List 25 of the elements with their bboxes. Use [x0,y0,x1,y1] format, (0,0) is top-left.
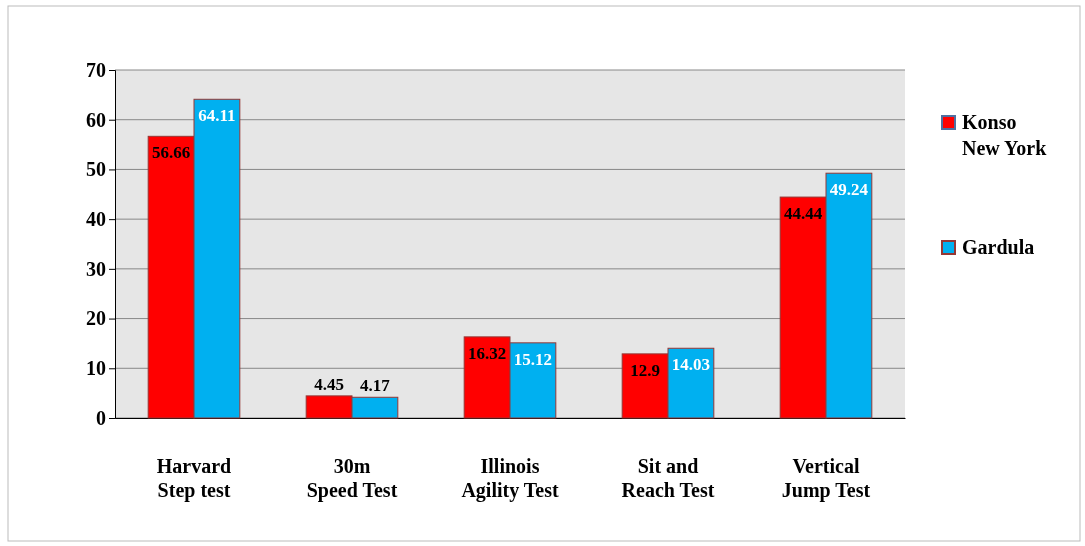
y-tick-label: 50 [86,158,106,181]
data-label: 56.66 [151,143,191,163]
x-tick-label: 30m Speed Test [306,455,398,502]
data-label: 64.11 [198,106,236,126]
data-label: 12.9 [630,360,660,380]
data-label: 44.44 [783,204,823,224]
x-tick-label: Vertical Jump Test [781,455,871,502]
legend-label: Konso New York [962,111,1048,159]
y-tick-label: 30 [86,257,106,280]
legend-label: Gardula [962,236,1035,258]
data-label: 16.32 [467,343,507,363]
y-tick-label: 20 [86,307,106,330]
y-tick-label: 40 [86,208,106,231]
data-label: 14.03 [671,355,711,375]
x-tick-label: Harvard Step test [156,455,232,502]
y-tick-label: 60 [86,108,106,131]
data-label: 4.45 [314,374,344,394]
data-label: 15.12 [513,349,553,369]
x-tick-label: Sit and Reach Test [621,455,715,501]
y-tick-label: 0 [96,406,106,429]
data-label: 4.17 [360,376,391,396]
data-label: 49.24 [829,180,869,200]
y-tick-label: 10 [86,357,106,380]
x-tick-label: Illinois Agility Test [461,455,559,502]
y-tick-label: 70 [86,58,106,81]
